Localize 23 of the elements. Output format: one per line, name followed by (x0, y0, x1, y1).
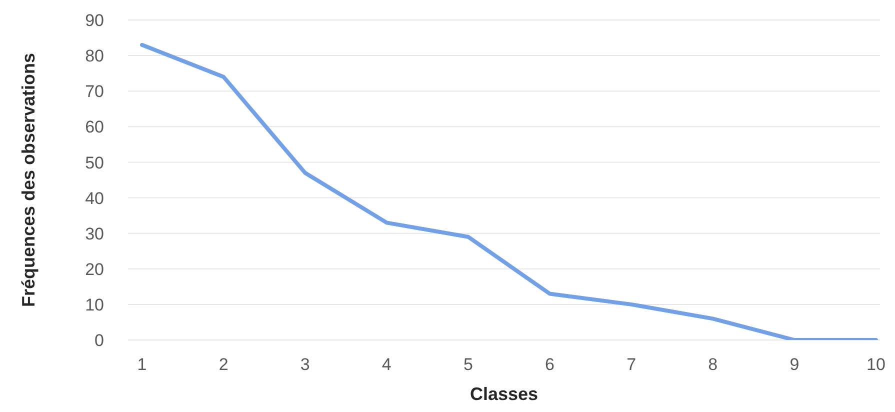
x-tick-label: 2 (218, 355, 228, 374)
x-axis-title: Classes (470, 384, 538, 404)
y-tick-label: 30 (85, 224, 104, 244)
y-axis-title: Fréquences des observations (18, 52, 38, 308)
y-tick-label: 80 (85, 46, 104, 66)
x-tick-label: 6 (545, 355, 555, 374)
x-tick-label: 10 (866, 355, 886, 374)
y-tick-label: 0 (94, 331, 104, 350)
x-tick-label: 3 (300, 355, 310, 374)
y-tick-label: 70 (85, 82, 104, 102)
x-tick-label: 9 (790, 355, 800, 374)
x-tick-label: 7 (626, 355, 636, 374)
y-tick-label: 40 (85, 188, 104, 208)
x-tick-label: 4 (382, 355, 392, 374)
y-tick-label: 10 (85, 295, 104, 314)
y-tick-label: 20 (85, 260, 104, 279)
y-tick-label: 90 (85, 11, 104, 30)
x-tick-label: 8 (708, 355, 718, 374)
x-tick-label: 1 (137, 355, 147, 374)
y-tick-label: 60 (85, 118, 104, 137)
y-tick-label: 50 (85, 153, 104, 172)
x-tick-label: 5 (463, 355, 473, 374)
line-series (140, 42, 878, 340)
